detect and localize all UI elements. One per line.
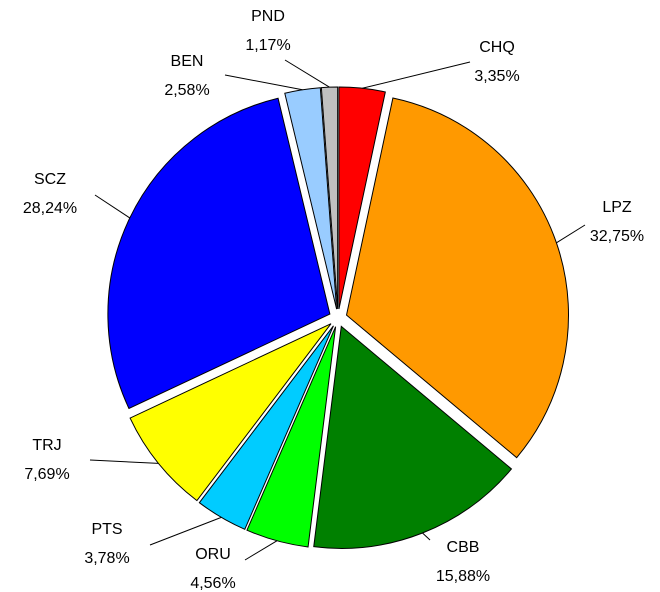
leader-line (422, 532, 431, 541)
pie-slice (129, 323, 332, 502)
slice-value-label: 2,58% (164, 82, 209, 99)
leader-line (362, 61, 471, 89)
slice-value-label: 3,78% (84, 550, 129, 567)
slice-label: PTS (91, 521, 122, 538)
pie-slice (338, 86, 386, 310)
pie-slice (198, 325, 334, 530)
slice-value-label: 3,35% (474, 68, 519, 85)
leader-line (224, 74, 303, 91)
pie-slice (284, 87, 338, 310)
leader-line (149, 516, 222, 546)
leader-line (94, 194, 131, 219)
pie-slice (246, 326, 337, 548)
slice-label: TRJ (32, 437, 61, 454)
slice-value-label: 32,75% (590, 228, 644, 245)
leader-line (244, 540, 278, 561)
slice-label: CBB (447, 539, 480, 556)
pie-slice (345, 97, 569, 459)
slice-value-label: 7,69% (24, 466, 69, 483)
slice-label: CHQ (479, 39, 515, 56)
slice-label: SCZ (34, 171, 66, 188)
slice-value-label: 1,17% (245, 37, 290, 54)
slice-label: ORU (195, 546, 231, 563)
slice-value-label: 15,88% (436, 568, 490, 585)
slice-value-label: 28,24% (23, 200, 77, 217)
slice-value-label: 4,56% (190, 575, 235, 592)
leader-line (284, 59, 330, 88)
slice-label: BEN (171, 53, 204, 70)
slice-label: LPZ (602, 199, 632, 216)
leader-line (556, 224, 586, 244)
leader-line (89, 459, 159, 464)
slice-label: PND (251, 8, 285, 25)
